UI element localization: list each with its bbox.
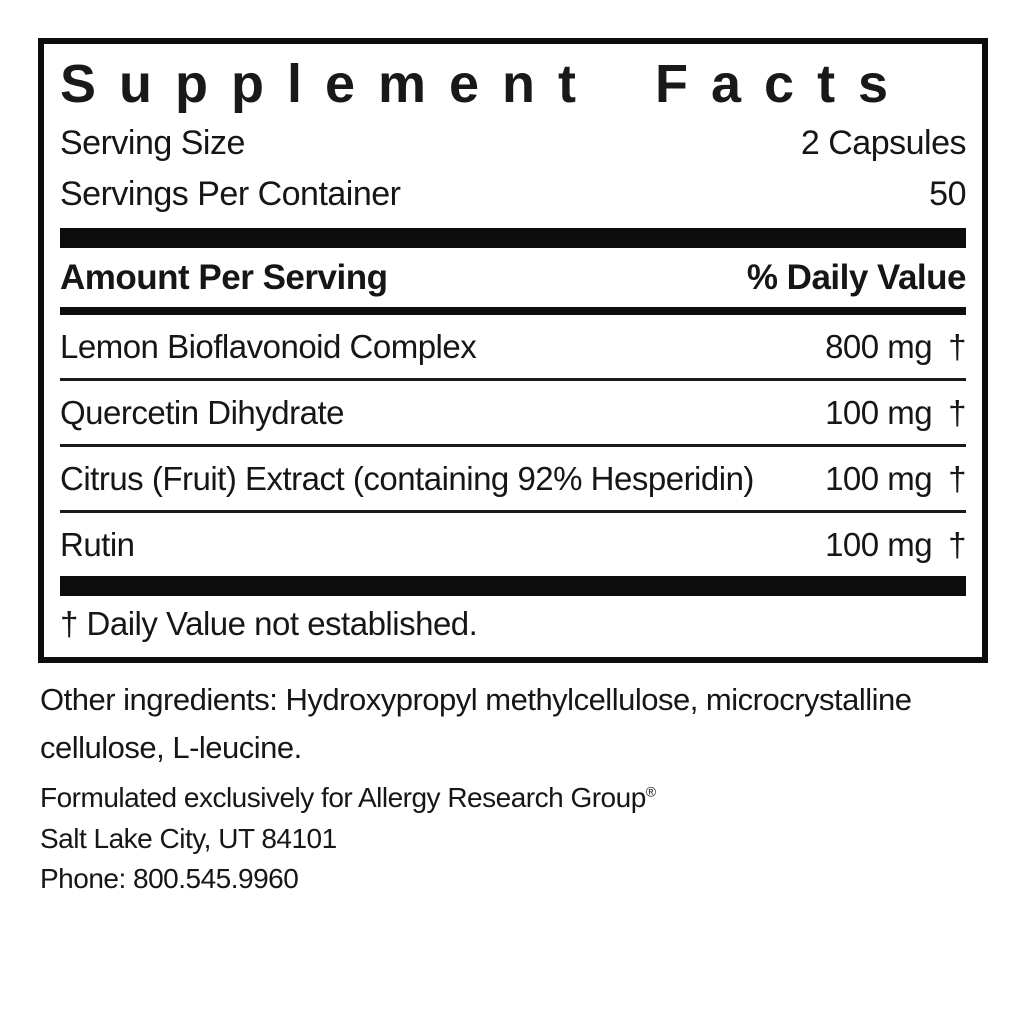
servings-per-container-row: Servings Per Container 50 [60, 169, 966, 220]
amount-value: 100 mg [825, 394, 933, 432]
daily-value-footnote: † Daily Value not established. [60, 605, 478, 643]
other-ingredients-text: Other ingredients: Hydroxypropyl methylc… [40, 682, 912, 766]
amount-value: 800 mg [825, 328, 933, 366]
ingredient-amount: 100 mg † [825, 526, 966, 564]
amount-value: 100 mg [825, 526, 933, 564]
serving-size-label: Serving Size [60, 124, 245, 163]
ingredient-name: Lemon Bioflavonoid Complex [60, 328, 477, 366]
servings-per-container-label: Servings Per Container [60, 175, 401, 214]
column-header-row: Amount Per Serving % Daily Value [60, 248, 967, 307]
ingredient-amount: 100 mg † [825, 394, 966, 432]
ingredient-amount: 100 mg † [825, 460, 966, 498]
serving-size-value: 2 Capsules [800, 124, 967, 163]
manufacturer-phone: Phone: 800.545.9960 [40, 863, 299, 895]
daily-value-dagger: † [948, 460, 966, 498]
daily-value-dagger: † [948, 328, 966, 366]
servings-per-container-value: 50 [929, 175, 966, 214]
header-rule [60, 307, 966, 316]
ingredient-name: Rutin [60, 526, 135, 564]
serving-size-row: Serving Size 2 Capsules [60, 118, 967, 169]
ingredient-row: Lemon Bioflavonoid Complex 800 mg † [60, 315, 966, 378]
formulated-for-text: Formulated exclusively for Allergy Resea… [40, 782, 646, 813]
manufacturer-address: Salt Lake City, UT 84101 [40, 822, 337, 854]
ingredient-name: Quercetin Dihydrate [60, 394, 344, 432]
ingredient-row: Rutin 100 mg † [60, 510, 966, 576]
amount-value: 100 mg [825, 460, 933, 498]
ingredient-row: Quercetin Dihydrate 100 mg † [60, 378, 966, 444]
daily-value-dagger: † [948, 526, 966, 564]
ingredient-row: Citrus (Fruit) Extract (containing 92% H… [60, 444, 966, 510]
registered-trademark-symbol: ® [645, 783, 656, 800]
supplement-facts-panel: Supplement Facts Serving Size 2 Capsules… [38, 38, 988, 664]
ingredient-name: Citrus (Fruit) Extract (containing 92% H… [60, 460, 754, 498]
supplement-facts-title: Supplement Facts [60, 54, 912, 114]
amount-per-serving-header: Amount Per Serving [60, 258, 388, 298]
divider-bar-bottom [60, 576, 966, 597]
daily-value-header: % Daily Value [746, 258, 967, 298]
daily-value-dagger: † [948, 394, 966, 432]
formulated-for-line: Formulated exclusively for Allergy Resea… [40, 778, 990, 819]
divider-bar-top [60, 228, 966, 249]
ingredient-amount: 800 mg † [825, 328, 966, 366]
manufacturer-block: Formulated exclusively for Allergy Resea… [40, 778, 990, 900]
